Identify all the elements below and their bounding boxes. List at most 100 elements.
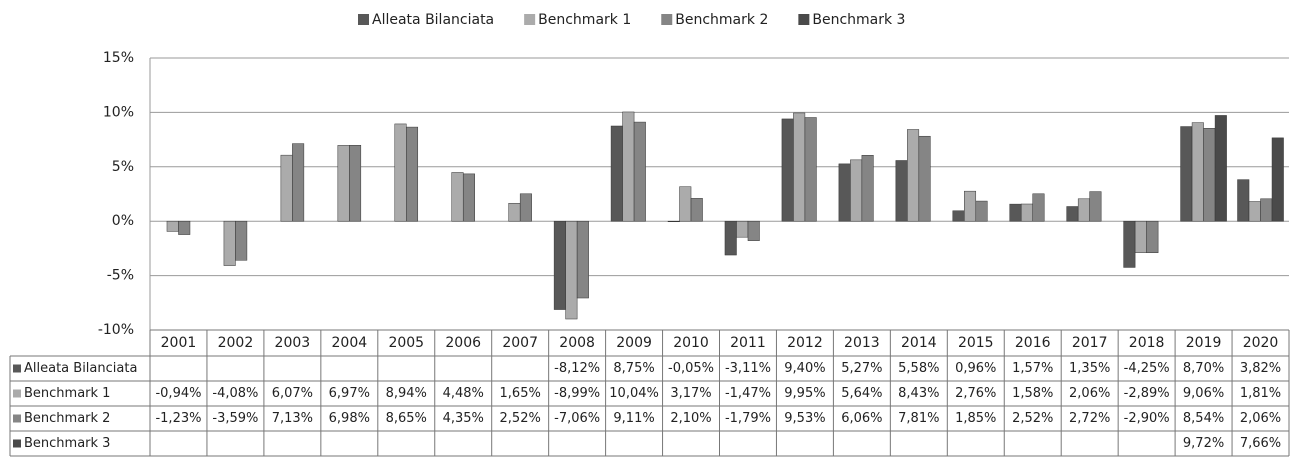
table-cell: -1,23%: [155, 411, 201, 426]
table-cell: 1,57%: [1012, 361, 1053, 376]
bar: [1020, 203, 1033, 222]
bar: [280, 154, 293, 222]
table-cell: 5,27%: [841, 361, 882, 376]
legend-swatch: [358, 14, 369, 25]
bar: [462, 173, 475, 222]
y-tick-label: -5%: [107, 268, 134, 284]
bar: [292, 143, 305, 222]
x-tick-label: 2007: [502, 335, 538, 351]
x-tick-label: 2012: [787, 335, 823, 351]
legend-label: Alleata Bilanciata: [372, 12, 494, 28]
bar: [1077, 198, 1090, 222]
bar: [633, 121, 646, 222]
bar: [736, 220, 749, 238]
table-cell: 10,04%: [609, 386, 659, 401]
bar: [952, 210, 965, 222]
legend-swatch: [13, 414, 21, 423]
y-tick-label: 10%: [103, 104, 134, 120]
legend-swatch: [524, 14, 536, 25]
bar: [861, 155, 874, 222]
x-tick-label: 2016: [1015, 335, 1051, 351]
bar: [1214, 115, 1227, 222]
table-cell: -0,94%: [155, 386, 201, 401]
bar: [918, 135, 931, 222]
bar: [508, 202, 521, 222]
x-tick-label: 2019: [1186, 335, 1222, 351]
legend-label: Benchmark 3: [812, 12, 905, 28]
x-tick-label: 2001: [161, 335, 197, 351]
table-cell: 1,35%: [1069, 361, 1110, 376]
table-cell: -7,06%: [554, 411, 600, 426]
table-cell: -1,47%: [725, 386, 771, 401]
bar: [553, 220, 566, 310]
table-cell: 8,70%: [1183, 361, 1224, 376]
bar: [337, 145, 350, 222]
x-tick-label: 2002: [218, 335, 254, 351]
table-cell: 8,65%: [386, 411, 427, 426]
y-tick-label: -10%: [98, 322, 134, 338]
table-cell: 7,66%: [1240, 436, 1281, 451]
x-tick-label: 2008: [559, 335, 595, 351]
bar: [781, 118, 794, 222]
bar: [610, 125, 623, 222]
bar: [850, 159, 863, 222]
bar: [622, 111, 635, 222]
table-cell: 2,72%: [1069, 411, 1110, 426]
y-tick-label: 5%: [112, 159, 134, 175]
x-tick-label: 2006: [445, 335, 481, 351]
x-tick-label: 2018: [1129, 335, 1165, 351]
legend-label: Benchmark 1: [538, 12, 631, 28]
x-tick-label: 2014: [901, 335, 937, 351]
table-cell: 8,54%: [1183, 411, 1224, 426]
bar: [690, 198, 703, 222]
table-row-label: Alleata Bilanciata: [24, 361, 137, 376]
table-cell: 7,13%: [272, 411, 313, 426]
bar: [1271, 137, 1284, 222]
x-tick-label: 2015: [958, 335, 994, 351]
table-cell: 9,95%: [784, 386, 825, 401]
table-cell: -3,59%: [212, 411, 258, 426]
table-cell: 7,81%: [898, 411, 939, 426]
bar: [679, 186, 692, 222]
table-cell: -2,90%: [1124, 411, 1170, 426]
bar: [223, 220, 236, 266]
table-cell: 0,96%: [955, 361, 996, 376]
table-cell: 8,43%: [898, 386, 939, 401]
bar: [895, 160, 908, 222]
bar: [667, 220, 680, 222]
table-cell: 2,06%: [1069, 386, 1110, 401]
bar: [804, 117, 817, 222]
table-cell: 6,98%: [329, 411, 370, 426]
x-tick-label: 2010: [673, 335, 709, 351]
bar: [349, 145, 362, 222]
bar: [1089, 191, 1102, 222]
table-cell: 2,10%: [670, 411, 711, 426]
table-cell: 5,64%: [841, 386, 882, 401]
legend-swatch: [798, 14, 810, 25]
legend-label: Benchmark 2: [675, 12, 768, 28]
table-cell: -0,05%: [668, 361, 714, 376]
table-row-label: Benchmark 1: [24, 386, 110, 401]
bar: [1134, 220, 1147, 253]
table-cell: 9,11%: [613, 411, 654, 426]
x-tick-label: 2017: [1072, 335, 1108, 351]
bar: [1032, 193, 1045, 222]
y-tick-label: 0%: [112, 213, 134, 229]
bar: [907, 129, 920, 222]
bar: [1237, 179, 1250, 222]
table-cell: -4,25%: [1124, 361, 1170, 376]
x-tick-label: 2011: [730, 335, 766, 351]
table-cell: 6,07%: [272, 386, 313, 401]
table-cell: 6,06%: [841, 411, 882, 426]
bar: [1066, 206, 1079, 222]
bar: [1203, 128, 1216, 222]
bar: [406, 126, 419, 222]
bar: [838, 163, 851, 222]
table-cell: 3,82%: [1240, 361, 1281, 376]
legend-swatch: [661, 14, 673, 25]
table-cell: 2,06%: [1240, 411, 1281, 426]
legend-swatch: [13, 439, 21, 448]
bar: [1248, 201, 1261, 222]
bar: [964, 190, 977, 222]
